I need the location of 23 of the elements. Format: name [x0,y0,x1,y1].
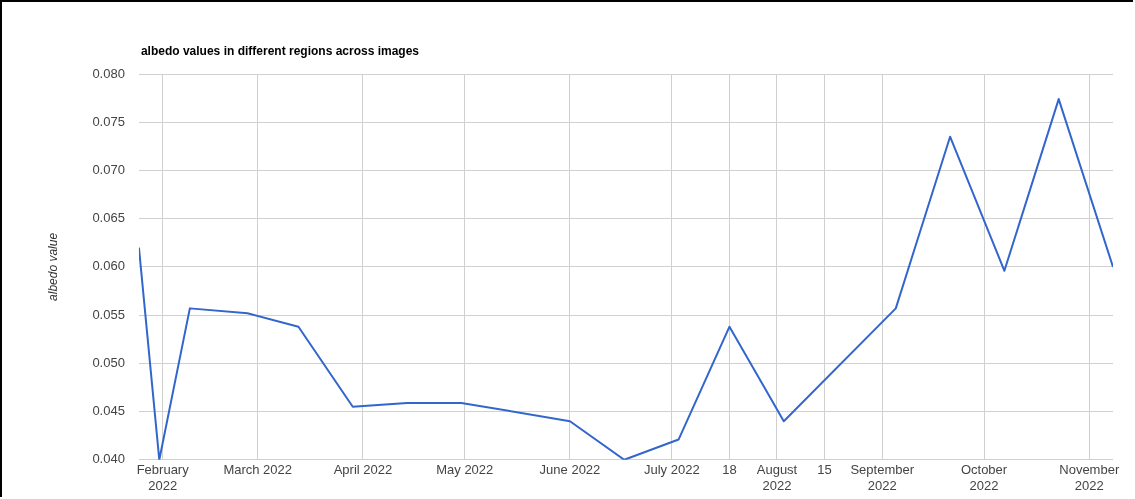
y-tick-label: 0.050 [92,354,125,370]
y-tick-label: 0.065 [92,210,125,226]
x-tick-label: May 2022 [436,462,494,478]
y-tick-label: 0.055 [92,306,125,322]
y-axis-title: albedo value [45,232,60,301]
x-tick-label: August 2022 [756,462,798,493]
x-tick-label: April 2022 [333,462,393,478]
y-tick-label: 0.040 [92,451,125,467]
x-tick-label: March 2022 [223,462,293,478]
x-tick-label: 18 [722,462,737,478]
x-tick-label: July 2022 [643,462,700,478]
y-tick-label: 0.075 [92,113,125,129]
x-tick-label: September 2022 [850,462,915,493]
y-tick-label: 0.060 [92,258,125,274]
y-tick-label: 0.080 [92,65,125,81]
y-tick-label: 0.045 [92,403,125,419]
x-tick-label: November 2022 [1059,462,1120,493]
chart-title: albedo values in different regions across images [140,44,420,59]
x-tick-label: February 2022 [136,462,190,493]
x-tick-label: October 2022 [960,462,1008,493]
x-tick-label: 15 [817,462,832,478]
x-tick-label: June 2022 [539,462,601,478]
y-tick-label: 0.070 [92,162,125,178]
